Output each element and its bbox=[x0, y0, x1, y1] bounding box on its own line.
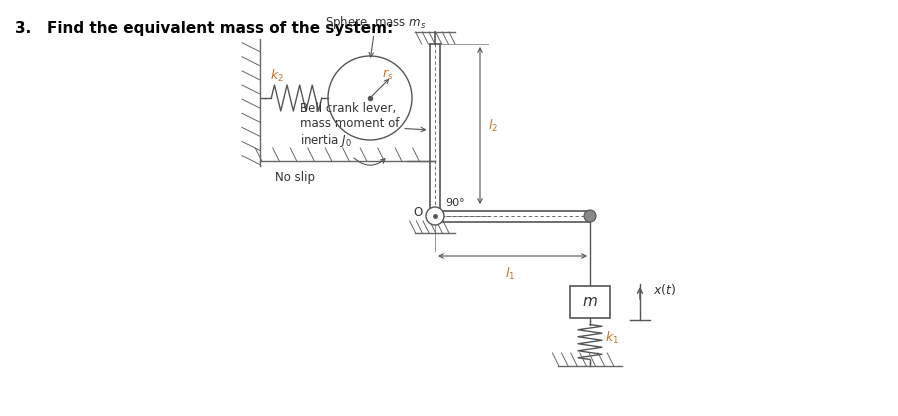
Text: No slip: No slip bbox=[275, 171, 315, 184]
Text: $m$: $m$ bbox=[582, 295, 598, 310]
Text: 3.   Find the equivalent mass of the system:: 3. Find the equivalent mass of the syste… bbox=[15, 21, 393, 36]
Text: $k_1$: $k_1$ bbox=[605, 330, 619, 346]
Text: $l_2$: $l_2$ bbox=[488, 118, 498, 134]
Text: $x(t)$: $x(t)$ bbox=[653, 282, 676, 297]
Bar bbox=[570, 286, 610, 318]
Text: Sphere, mass $m_s$: Sphere, mass $m_s$ bbox=[325, 14, 427, 57]
Text: Bell crank lever,
mass moment of
inertia $J_0$: Bell crank lever, mass moment of inertia… bbox=[300, 102, 426, 149]
Text: $k_2$: $k_2$ bbox=[270, 68, 284, 84]
Text: $l_1$: $l_1$ bbox=[505, 266, 515, 282]
Circle shape bbox=[426, 207, 444, 225]
Circle shape bbox=[584, 210, 596, 222]
Text: $r_s$: $r_s$ bbox=[382, 68, 393, 82]
Text: 90°: 90° bbox=[445, 198, 464, 208]
Text: O: O bbox=[413, 206, 422, 219]
